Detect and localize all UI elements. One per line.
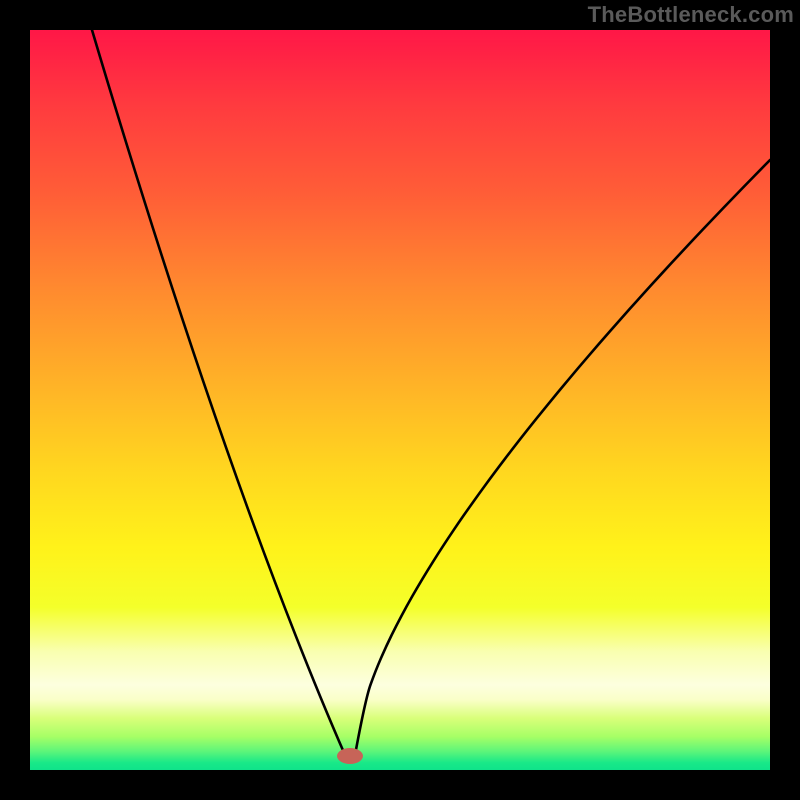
gradient-background — [30, 30, 770, 770]
plot-svg — [30, 30, 770, 770]
plot-area — [30, 30, 770, 770]
chart-frame: TheBottleneck.com — [0, 0, 800, 800]
watermark-text: TheBottleneck.com — [588, 2, 794, 28]
optimum-marker — [337, 748, 363, 764]
